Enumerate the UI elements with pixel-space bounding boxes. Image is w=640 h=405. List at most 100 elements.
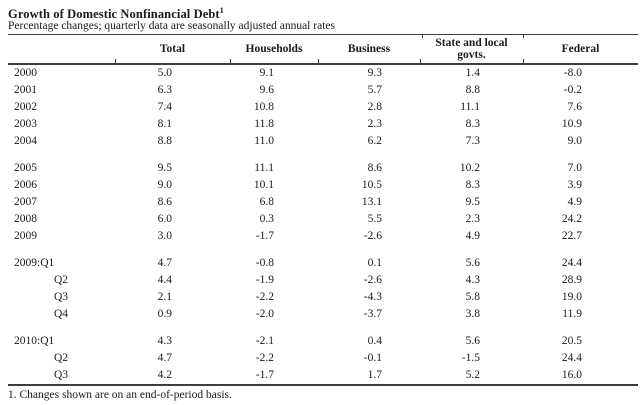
col-header-business: Business (318, 35, 420, 65)
value-cell: -1.5 (461, 352, 480, 364)
value-cell: 1.7 (318, 367, 420, 386)
value-cell: -2.2 (255, 352, 274, 364)
value-cell: 4.2 (115, 367, 230, 386)
value-cell: -1.7 (255, 230, 274, 242)
value-cell: 7.0 (567, 162, 582, 174)
value-cell: 19.0 (561, 291, 582, 303)
col-header-households: Households (230, 35, 318, 65)
value-cell: 7.4 (157, 101, 172, 113)
value-cell: 5.5 (367, 213, 382, 225)
value-cell: 5.2 (420, 367, 523, 386)
value-cell: 28.9 (561, 274, 582, 286)
value-cell: 11.8 (254, 118, 274, 130)
row-label: 2010:Q1 (14, 335, 55, 347)
value-cell: 9.0 (567, 135, 582, 147)
value-cell: 0.9 (157, 308, 172, 320)
table-row: Q3 2.1 -2.2 -4.3 5.8 19.0 (8, 289, 638, 306)
value-cell: 9.5 (465, 196, 480, 208)
value-cell: -0.2 (563, 84, 582, 96)
debt-growth-table: Total Households Business State and loca… (8, 35, 638, 386)
value-cell: 2.3 (367, 118, 382, 130)
value-cell: 9.6 (259, 84, 274, 96)
value-cell: 10.2 (459, 162, 480, 174)
value-cell: -3.7 (363, 308, 382, 320)
value-cell: 9.0 (157, 179, 172, 191)
table-row: Q2 4.4 -1.9 -2.6 4.3 28.9 (8, 272, 638, 289)
header-row: Total Households Business State and loca… (8, 35, 638, 65)
value-cell: 11.0 (254, 135, 274, 147)
value-cell: 0.3 (259, 213, 274, 225)
row-label: Q2 (54, 274, 69, 286)
value-cell: -2.6 (363, 230, 382, 242)
table-row: 2004 8.8 11.0 6.2 7.3 9.0 (8, 133, 638, 150)
value-cell: 4.3 (465, 274, 480, 286)
value-cell: 11.9 (562, 308, 582, 320)
value-cell: 3.9 (567, 179, 582, 191)
footnote: 1. Changes shown are on an end-of-period… (8, 389, 232, 401)
row-label: 2004 (14, 135, 37, 147)
value-cell: -2.6 (363, 274, 382, 286)
table-row: Q2 4.7 -2.2 -0.1 -1.5 24.4 (8, 350, 638, 367)
value-cell: 11.1 (460, 101, 480, 113)
row-label-header (8, 35, 115, 65)
table-row: 2001 6.3 9.6 5.7 8.8 -0.2 (8, 82, 638, 99)
row-label: 2002 (14, 101, 37, 113)
value-cell: 8.8 (157, 135, 172, 147)
value-cell: 6.3 (157, 84, 172, 96)
value-cell: 16.0 (523, 367, 638, 386)
value-cell: 2.8 (367, 101, 382, 113)
value-cell: 4.9 (567, 196, 582, 208)
value-cell: 6.0 (157, 213, 172, 225)
value-cell: 5.0 (157, 67, 172, 79)
value-cell: 0.4 (367, 335, 382, 347)
row-label: Q3 (54, 291, 69, 303)
value-cell: 20.5 (561, 335, 582, 347)
value-cell: 2.1 (157, 291, 172, 303)
value-cell: 24.4 (561, 352, 582, 364)
value-cell: 9.5 (157, 162, 172, 174)
value-cell: -4.3 (363, 291, 382, 303)
value-cell: 6.2 (367, 135, 382, 147)
table-row: 2009 3.0 -1.7 -2.6 4.9 22.7 (8, 228, 638, 245)
value-cell: 24.4 (561, 257, 582, 269)
row-label: Q3 (8, 367, 115, 386)
row-label: 2007 (14, 196, 37, 208)
col-header-total: Total (115, 35, 230, 65)
section-gap (8, 245, 638, 255)
value-cell: 4.4 (157, 274, 172, 286)
section-gap (8, 323, 638, 333)
row-label: 2001 (14, 84, 37, 96)
value-cell: -8.0 (563, 67, 582, 79)
value-cell: -2.2 (255, 291, 274, 303)
row-label: 2003 (14, 118, 37, 130)
value-cell: 6.8 (259, 196, 274, 208)
value-cell: -1.9 (255, 274, 274, 286)
value-cell: 9.1 (259, 67, 274, 79)
value-cell: 10.9 (561, 118, 582, 130)
col-header-federal: Federal (523, 35, 638, 65)
value-cell: -2.0 (255, 308, 274, 320)
value-cell: 4.3 (157, 335, 172, 347)
value-cell: 2.3 (465, 213, 480, 225)
page-title: Growth of Domestic Nonfinancial Debt1 (8, 4, 224, 21)
table-row: 2000 5.0 9.1 9.3 1.4 -8.0 (8, 64, 638, 82)
col-header-state-local: State and local govts. (420, 35, 523, 65)
value-cell: 7.6 (567, 101, 582, 113)
value-cell: 13.1 (361, 196, 382, 208)
value-cell: 7.3 (465, 135, 480, 147)
row-label: Q4 (54, 308, 69, 320)
value-cell: 11.1 (254, 162, 274, 174)
row-label: 2008 (14, 213, 37, 225)
table-row: 2007 8.6 6.8 13.1 9.5 4.9 (8, 194, 638, 211)
page-title-text: Growth of Domestic Nonfinancial Debt (8, 7, 220, 22)
table-row: 2008 6.0 0.3 5.5 2.3 24.2 (8, 211, 638, 228)
value-cell: 8.1 (157, 118, 172, 130)
value-cell: 5.6 (465, 335, 480, 347)
section-gap (8, 150, 638, 160)
value-cell: 8.8 (465, 84, 480, 96)
value-cell: -1.7 (230, 367, 318, 386)
value-cell: 8.6 (157, 196, 172, 208)
table-row: 2010:Q1 4.3 -2.1 0.4 5.6 20.5 (8, 333, 638, 350)
value-cell: -0.8 (255, 257, 274, 269)
